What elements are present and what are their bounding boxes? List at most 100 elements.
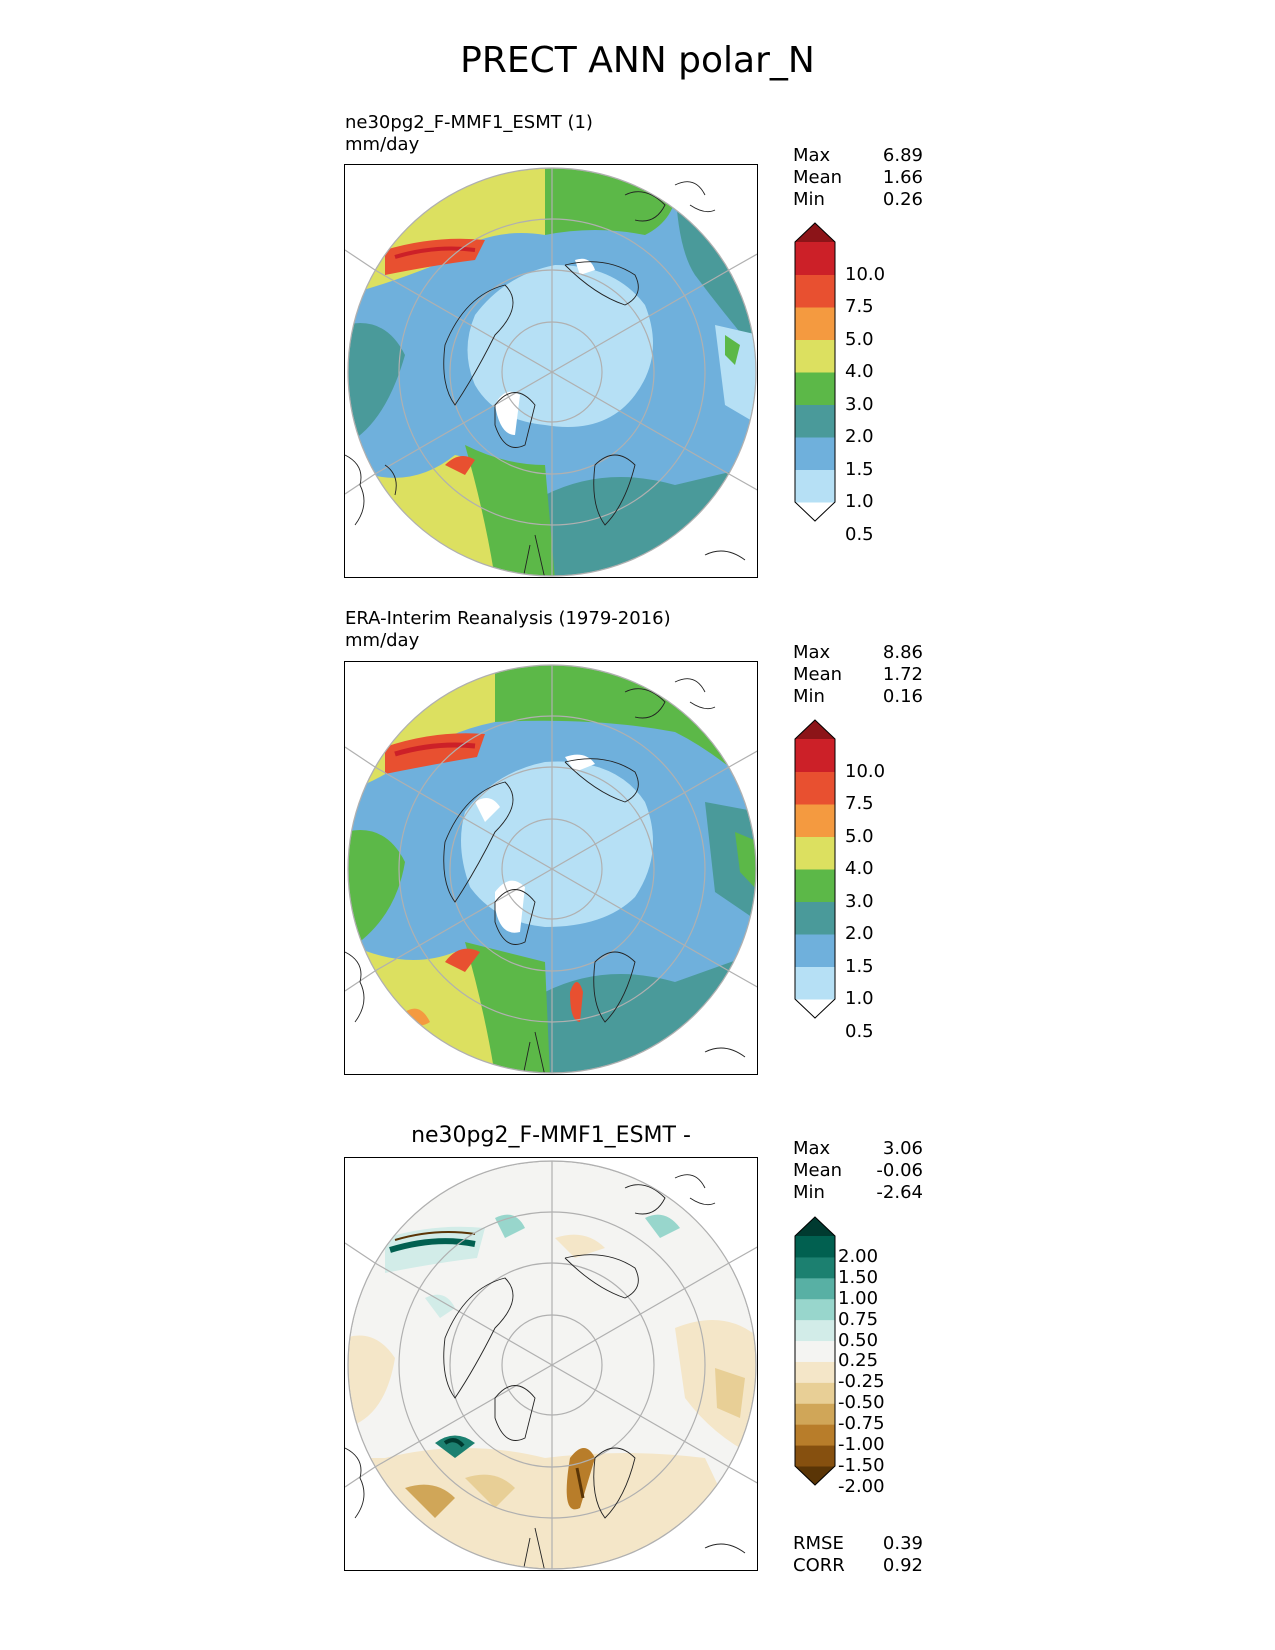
panel1-colorbar-labels: 10.0 7.5 5.0 4.0 3.0 2.0 1.5 1.0 0.5 bbox=[845, 222, 905, 543]
panel3-map bbox=[344, 1157, 758, 1571]
panel1-stats: Max 6.89 Mean 1.66 Min 0.26 bbox=[793, 145, 923, 211]
panel1-map bbox=[344, 164, 758, 578]
colorbar-swatch bbox=[795, 1217, 835, 1236]
panel1-colorbar bbox=[793, 222, 837, 522]
colorbar-tick-label: 5.0 bbox=[845, 825, 874, 847]
panel3-stat-min: Min -2.64 bbox=[793, 1182, 923, 1203]
colorbar-tick-label: -0.50 bbox=[838, 1392, 885, 1414]
colorbar-tick-label: 1.50 bbox=[838, 1266, 879, 1288]
colorbar-outline bbox=[794, 719, 836, 1019]
colorbar-swatch bbox=[795, 966, 835, 1000]
panel2-map-svg bbox=[345, 664, 757, 1074]
panel3-metric-corr: CORR 0.92 bbox=[793, 1555, 923, 1576]
colorbar-swatch bbox=[795, 934, 835, 967]
figure-title: PRECT ANN polar_N bbox=[460, 40, 815, 81]
colorbar-swatch bbox=[795, 1361, 835, 1383]
colorbar-swatch bbox=[795, 1403, 835, 1425]
colorbar-tick-label: 0.5 bbox=[845, 1020, 874, 1042]
panel2-map bbox=[344, 661, 758, 1075]
colorbar-tick-label: -0.75 bbox=[838, 1413, 885, 1435]
panel2-stats: Max 8.86 Mean 1.72 Min 0.16 bbox=[793, 642, 923, 708]
colorbar-tick-label: -1.50 bbox=[838, 1455, 885, 1476]
panel1-title-line1: ne30pg2_F-MMF1_ESMT (1) bbox=[345, 112, 593, 133]
colorbar-swatch bbox=[795, 1319, 835, 1342]
panel3-colorbar-labels: 2.00 1.50 1.00 0.75 0.50 0.25 -0.25 -0.50 -0.75-… bbox=[838, 1216, 908, 1495]
colorbar-swatch bbox=[795, 1298, 835, 1321]
panel3-map-svg bbox=[345, 1160, 757, 1570]
colorbar-swatch bbox=[795, 307, 835, 340]
panel2-stat-mean: Mean 1.72 bbox=[793, 664, 923, 685]
colorbar-swatch bbox=[795, 502, 835, 521]
colorbar-tick-label: 3.0 bbox=[845, 393, 874, 415]
panel2-colorbar bbox=[793, 719, 837, 1019]
colorbar-tick-label: 0.5 bbox=[845, 523, 874, 545]
colorbar-swatch bbox=[795, 339, 835, 373]
colorbar-tick-label: 7.5 bbox=[845, 296, 874, 317]
colorbar-swatch bbox=[795, 242, 835, 275]
colorbar-tick-label: 1.5 bbox=[845, 458, 874, 480]
colorbar-swatch bbox=[795, 1445, 835, 1467]
colorbar-swatch bbox=[795, 372, 835, 405]
panel3-metrics: RMSE 0.39 CORR 0.92 bbox=[793, 1533, 923, 1577]
panel3-title: ne30pg2_F-MMF1_ESMT - bbox=[411, 1123, 691, 1148]
colorbar-swatch bbox=[795, 771, 835, 805]
colorbar-tick-label: 5.0 bbox=[845, 328, 874, 350]
panel1-colorbar-svg bbox=[794, 222, 836, 522]
colorbar-swatch bbox=[795, 869, 835, 902]
colorbar-tick-label: 0.75 bbox=[838, 1308, 879, 1330]
colorbar-swatch bbox=[795, 1382, 835, 1404]
colorbar-tick-label: 1.0 bbox=[845, 491, 874, 512]
colorbar-outline bbox=[794, 222, 836, 522]
colorbar-tick-label: -2.00 bbox=[838, 1475, 885, 1497]
colorbar-tick-label: -0.25 bbox=[838, 1371, 885, 1393]
panel2-stat-max: Max 8.86 bbox=[793, 642, 923, 663]
colorbar-swatch bbox=[795, 739, 835, 772]
panel1-stat-min: Min 0.26 bbox=[793, 189, 923, 210]
colorbar-tick-label: 0.25 bbox=[838, 1350, 879, 1372]
colorbar-tick-label: 2.00 bbox=[838, 1245, 879, 1267]
colorbar-swatch bbox=[795, 999, 835, 1018]
colorbar-swatch bbox=[795, 274, 835, 308]
panel2-title-line1: ERA-Interim Reanalysis (1979-2016) bbox=[345, 608, 671, 629]
colorbar-swatch bbox=[795, 1424, 835, 1446]
panel3-stat-max: Max 3.06 bbox=[793, 1138, 923, 1159]
panel3-stat-mean: Mean -0.06 bbox=[793, 1160, 923, 1181]
panel1-stat-max: Max 6.89 bbox=[793, 145, 923, 166]
colorbar-tick-label: 2.0 bbox=[845, 426, 874, 447]
colorbar-swatch bbox=[795, 720, 835, 739]
panel2-colorbar-svg bbox=[794, 719, 836, 1019]
colorbar-swatch bbox=[795, 404, 835, 438]
colorbar-swatch bbox=[795, 1466, 835, 1485]
colorbar-tick-label: 1.0 bbox=[845, 988, 874, 1009]
panel3-colorbar bbox=[793, 1216, 837, 1486]
colorbar-swatch bbox=[795, 901, 835, 935]
panel2-title: ERA-Interim Reanalysis (1979-2016) mm/day bbox=[345, 608, 671, 652]
colorbar-swatch bbox=[795, 1256, 835, 1279]
panel2-colorbar-labels: 10.0 7.5 5.0 4.0 3.0 2.0 1.5 1.0 0.5 bbox=[845, 719, 905, 1040]
colorbar-tick-label: 1.5 bbox=[845, 955, 874, 977]
colorbar-swatch bbox=[795, 469, 835, 503]
colorbar-swatch bbox=[795, 804, 835, 837]
colorbar-swatch bbox=[795, 836, 835, 870]
colorbar-tick-label: 2.0 bbox=[845, 923, 874, 944]
colorbar-tick-label: 1.00 bbox=[838, 1287, 879, 1309]
colorbar-tick-label: 4.0 bbox=[845, 361, 874, 382]
colorbar-tick-label: 4.0 bbox=[845, 858, 874, 879]
colorbar-swatch bbox=[795, 1277, 835, 1300]
colorbar-tick-label: 7.5 bbox=[845, 793, 874, 814]
panel3-metric-rmse: RMSE 0.39 bbox=[793, 1533, 923, 1554]
panel2-units: mm/day bbox=[345, 630, 420, 651]
panel2-stat-min: Min 0.16 bbox=[793, 686, 923, 707]
panel1-units: mm/day bbox=[345, 134, 420, 155]
panel3-stats: Max 3.06 Mean -0.06 Min -2.64 bbox=[793, 1138, 923, 1204]
colorbar-swatch bbox=[795, 1236, 835, 1258]
panel1-title: ne30pg2_F-MMF1_ESMT (1) mm/day bbox=[345, 112, 593, 156]
panel1-stat-mean: Mean 1.66 bbox=[793, 167, 923, 188]
colorbar-tick-label: 10.0 bbox=[845, 263, 886, 285]
panel1-map-svg bbox=[345, 167, 757, 577]
colorbar-swatch bbox=[795, 437, 835, 470]
colorbar-swatch bbox=[795, 1340, 835, 1362]
colorbar-tick-label: -1.00 bbox=[838, 1434, 885, 1456]
colorbar-tick-label: 0.50 bbox=[838, 1329, 879, 1351]
panel3-colorbar-svg bbox=[794, 1216, 836, 1486]
